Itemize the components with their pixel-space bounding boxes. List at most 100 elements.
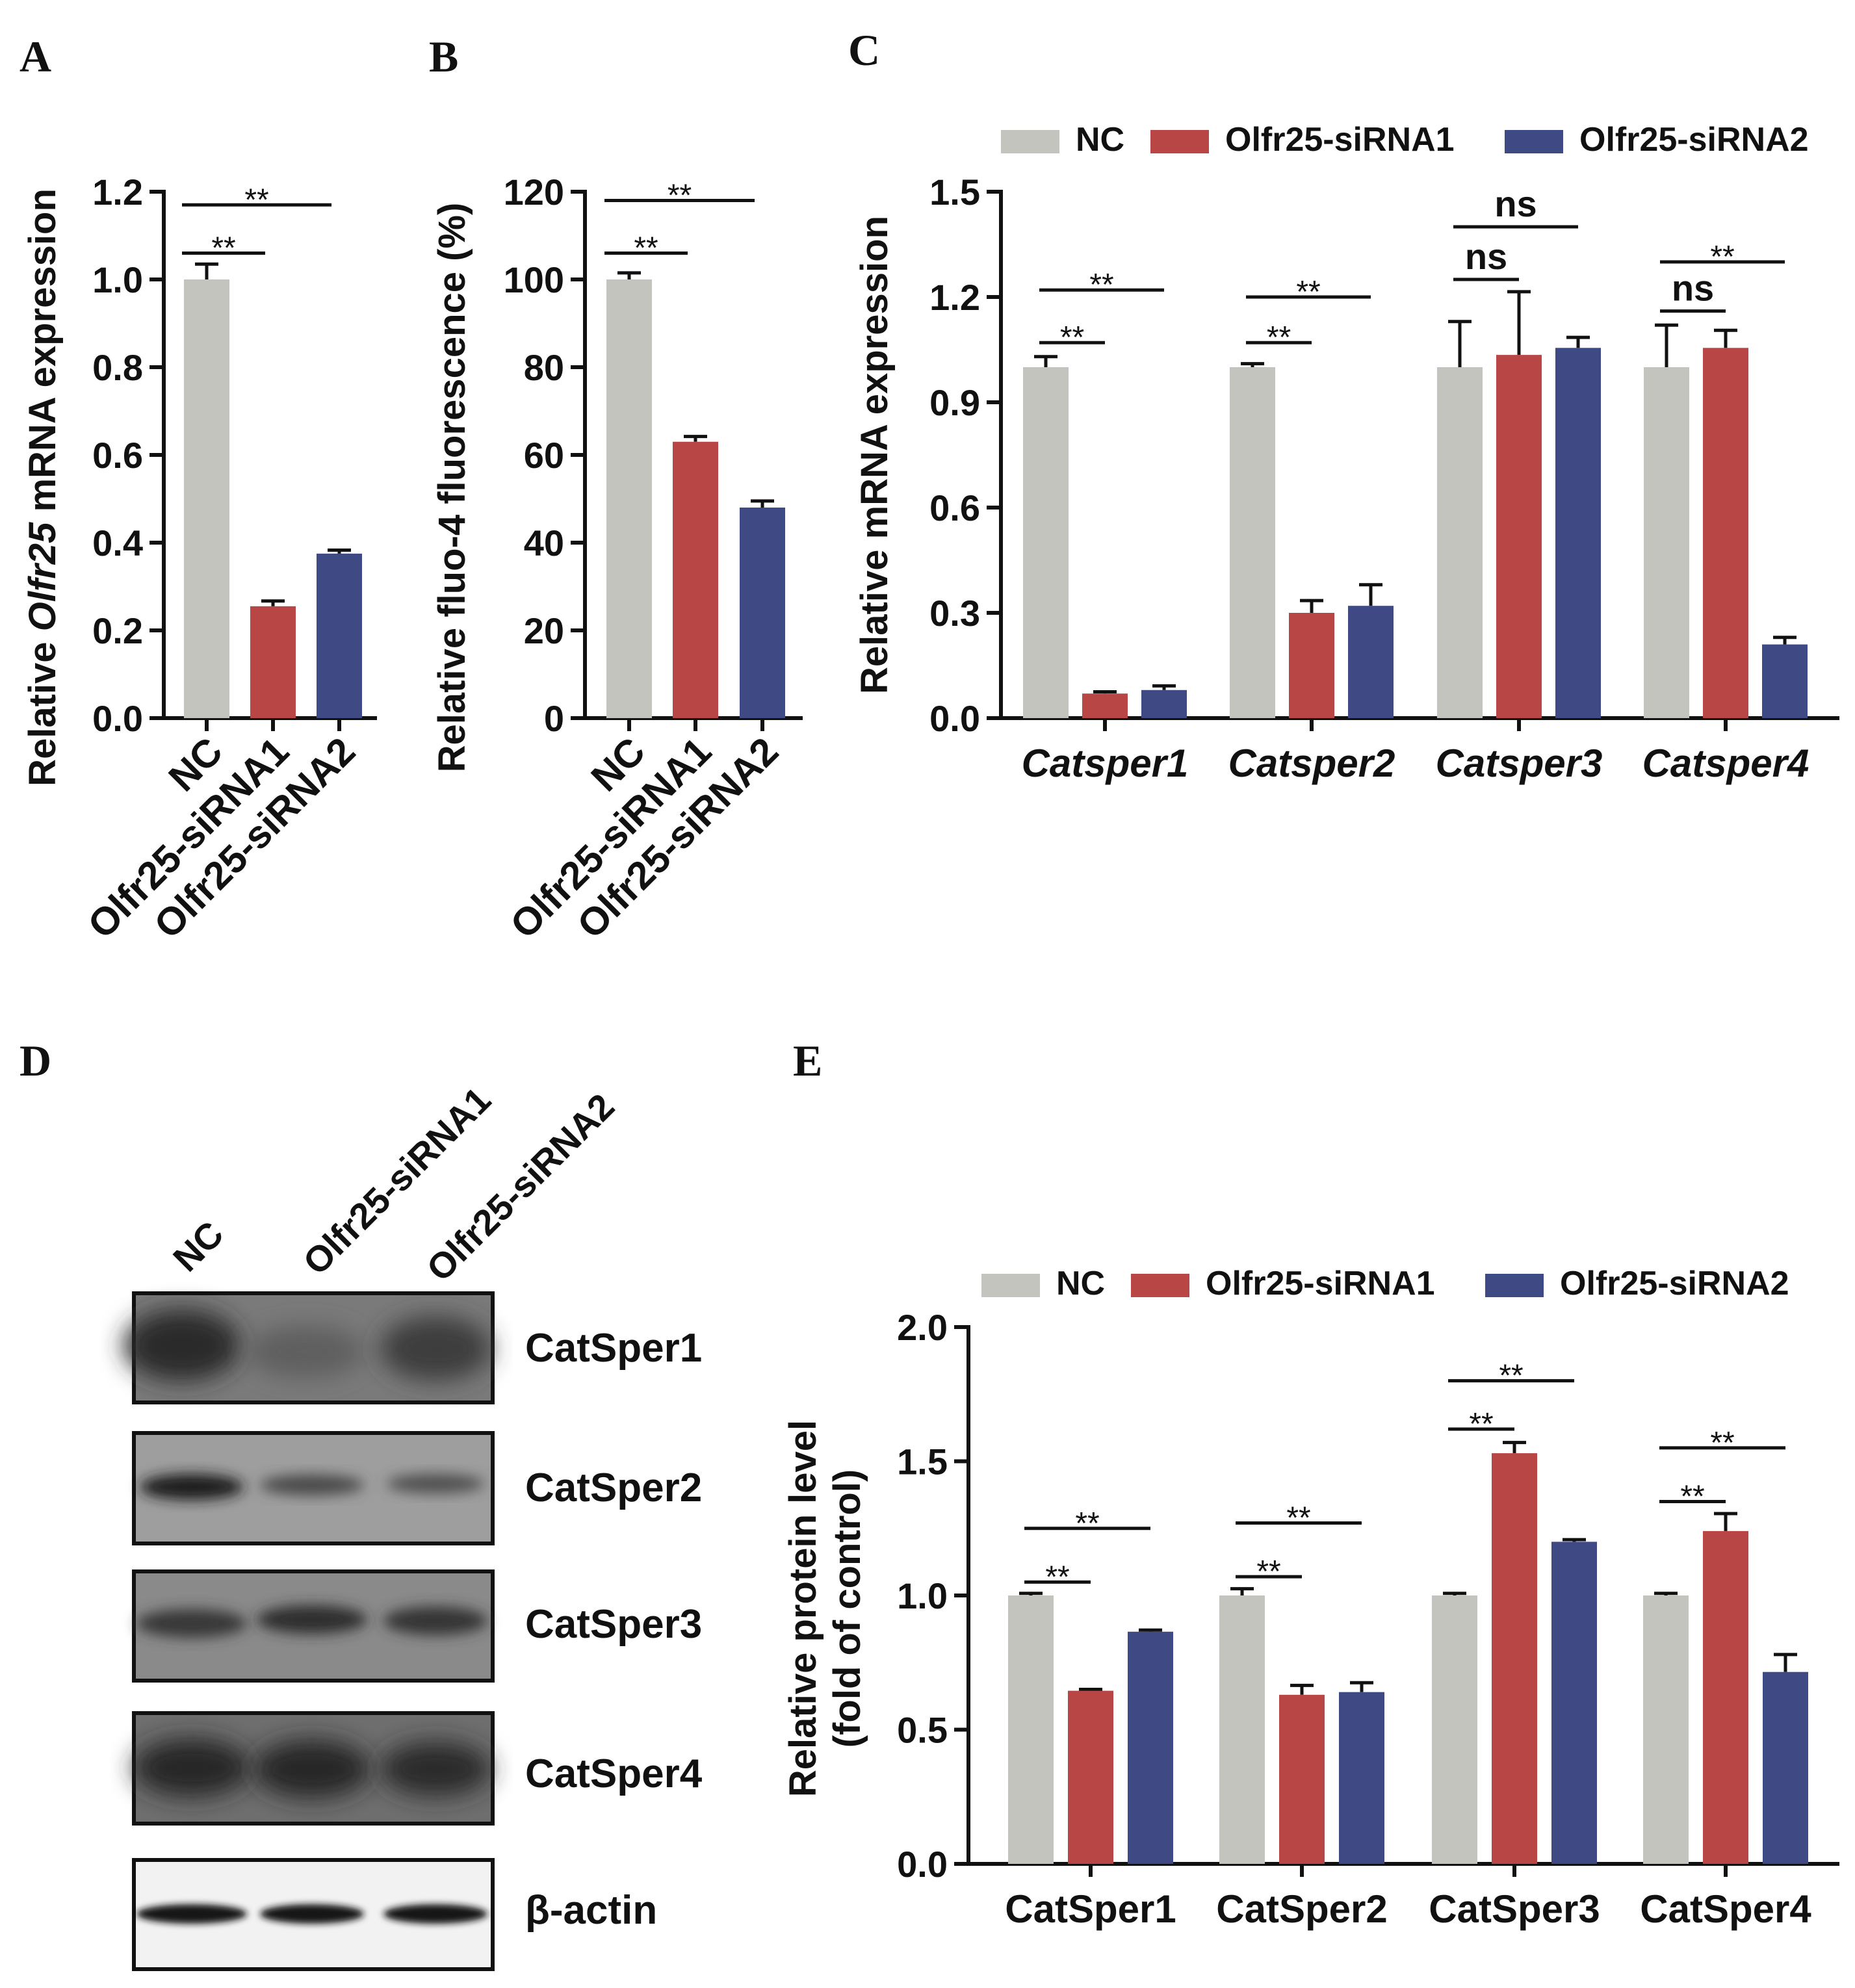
bar [740, 508, 785, 718]
bar [1023, 367, 1069, 718]
y-tick-label: 1.2 [929, 277, 980, 318]
bar [184, 279, 229, 718]
significance-label: ** [1045, 1560, 1069, 1594]
legend-label: Olfr25-siRNA1 [1225, 121, 1455, 159]
significance-label: ns [1465, 236, 1507, 277]
bar [1703, 348, 1748, 718]
chart-panel-b: 020406080100120NCOlfr25-siRNA1Olfr25-siR… [431, 172, 803, 947]
y-tick-label: 2.0 [897, 1307, 948, 1348]
legend-swatch [1505, 130, 1563, 153]
y-tick-label: 80 [524, 347, 564, 388]
y-axis-label: Relative mRNA expression [853, 216, 896, 694]
blot-band-label: CatSper4 [525, 1751, 703, 1796]
significance-label: ** [1710, 240, 1734, 274]
y-tick-label: 0.9 [929, 382, 980, 423]
blot-band-label: β-actin [525, 1888, 657, 1933]
legend-swatch [1131, 1274, 1189, 1297]
blot-band-catsper2 [132, 1431, 495, 1545]
blot-band-catsper3 [132, 1569, 495, 1683]
y-tick-label: 120 [504, 172, 564, 213]
bar [1555, 348, 1601, 718]
y-tick-label: 0.0 [897, 1844, 948, 1885]
blot-band-label: CatSper2 [525, 1465, 702, 1510]
y-axis-label: (fold of control) [826, 1469, 868, 1748]
bar [1643, 1595, 1689, 1864]
x-tick-label: CatSper4 [1640, 1887, 1811, 1931]
y-tick-label: 0.5 [897, 1710, 948, 1751]
significance-label: ** [1710, 1426, 1734, 1460]
bar [1432, 1595, 1477, 1864]
panel-letter-d: D [19, 1036, 51, 1085]
legend-swatch [1001, 130, 1059, 153]
y-tick-label: 1.5 [897, 1441, 948, 1482]
bar [1219, 1595, 1265, 1864]
significance-label: ** [1060, 320, 1084, 355]
bar [1068, 1690, 1113, 1864]
panel-letter-c: C [848, 25, 880, 75]
legend-swatch [1485, 1274, 1544, 1297]
significance-label: ** [1075, 1506, 1099, 1541]
bar [673, 441, 718, 718]
significance-label: ns [1672, 268, 1714, 309]
significance-label: ** [1267, 320, 1291, 355]
y-tick-label: 60 [524, 435, 564, 476]
legend-label: NC [1056, 1265, 1105, 1302]
bar [1230, 367, 1275, 718]
y-tick-label: 1.5 [929, 172, 980, 213]
panel-letter-a: A [19, 32, 51, 81]
x-tick-label: CatSper1 [1005, 1887, 1176, 1931]
legend-label: Olfr25-siRNA2 [1560, 1265, 1789, 1302]
significance-label: ** [1499, 1359, 1523, 1393]
legend-swatch [1150, 130, 1209, 153]
blot-band-catsper4 [132, 1711, 495, 1826]
bar [1141, 690, 1187, 718]
y-axis-label: Relative Olfr25 mRNA expression [21, 188, 64, 786]
legend-label: Olfr25-siRNA2 [1579, 121, 1809, 159]
significance-label: ** [1089, 268, 1113, 302]
y-tick-label: 0.4 [92, 523, 143, 563]
bar [1279, 1694, 1325, 1864]
y-tick-label: 0.2 [92, 610, 143, 651]
significance-label: ** [1680, 1479, 1704, 1514]
y-tick-label: 40 [524, 523, 564, 563]
western-blot-panel: NC Olfr25-siRNA1 Olfr25-siRNA2 CatSper1 … [123, 1079, 703, 1971]
bar [1551, 1542, 1597, 1864]
blot-band-label: CatSper3 [525, 1602, 702, 1647]
y-tick-label: 0.0 [92, 698, 143, 739]
y-tick-label: 0.6 [929, 487, 980, 528]
bar [1289, 613, 1334, 718]
bar [606, 279, 652, 718]
blot-band-label: CatSper1 [525, 1326, 702, 1371]
y-tick-label: 0.6 [92, 435, 143, 476]
panel-letter-e: E [793, 1036, 822, 1085]
x-tick-label: Catsper2 [1228, 742, 1395, 785]
blot-band-catsper1 [123, 1291, 495, 1404]
y-tick-label: 0.8 [92, 347, 143, 388]
bar [1082, 693, 1128, 718]
bar [317, 553, 362, 718]
bar [1496, 355, 1542, 718]
significance-label: ** [1256, 1555, 1280, 1589]
x-tick-label: Catsper3 [1436, 742, 1603, 785]
bar [1703, 1530, 1748, 1864]
y-tick-label: 20 [524, 610, 564, 651]
significance-label: ** [634, 231, 658, 266]
x-tick-label: CatSper2 [1216, 1887, 1387, 1931]
panel-letter-b: B [429, 32, 458, 81]
x-tick-label: CatSper3 [1429, 1887, 1600, 1931]
y-tick-label: 1.0 [897, 1575, 948, 1616]
y-axis-label: Relative fluo-4 fluorescence (%) [431, 203, 473, 773]
bar [1492, 1453, 1537, 1864]
y-tick-label: 0.3 [929, 593, 980, 634]
significance-label: ** [211, 231, 235, 266]
significance-label: ** [1286, 1501, 1310, 1535]
bar [1762, 644, 1808, 718]
significance-label: ** [1296, 275, 1320, 309]
bar [1644, 367, 1689, 718]
significance-label: ** [1469, 1407, 1493, 1441]
chart-panel-e: 0.0 0.5 1.0 1.5 2.0 CatSper1 CatSper2 CatSper3 C… [782, 1265, 1839, 1931]
y-axis-label: Relative protein level [782, 1420, 824, 1797]
bar [1763, 1672, 1808, 1864]
y-tick-label: 100 [504, 259, 564, 300]
